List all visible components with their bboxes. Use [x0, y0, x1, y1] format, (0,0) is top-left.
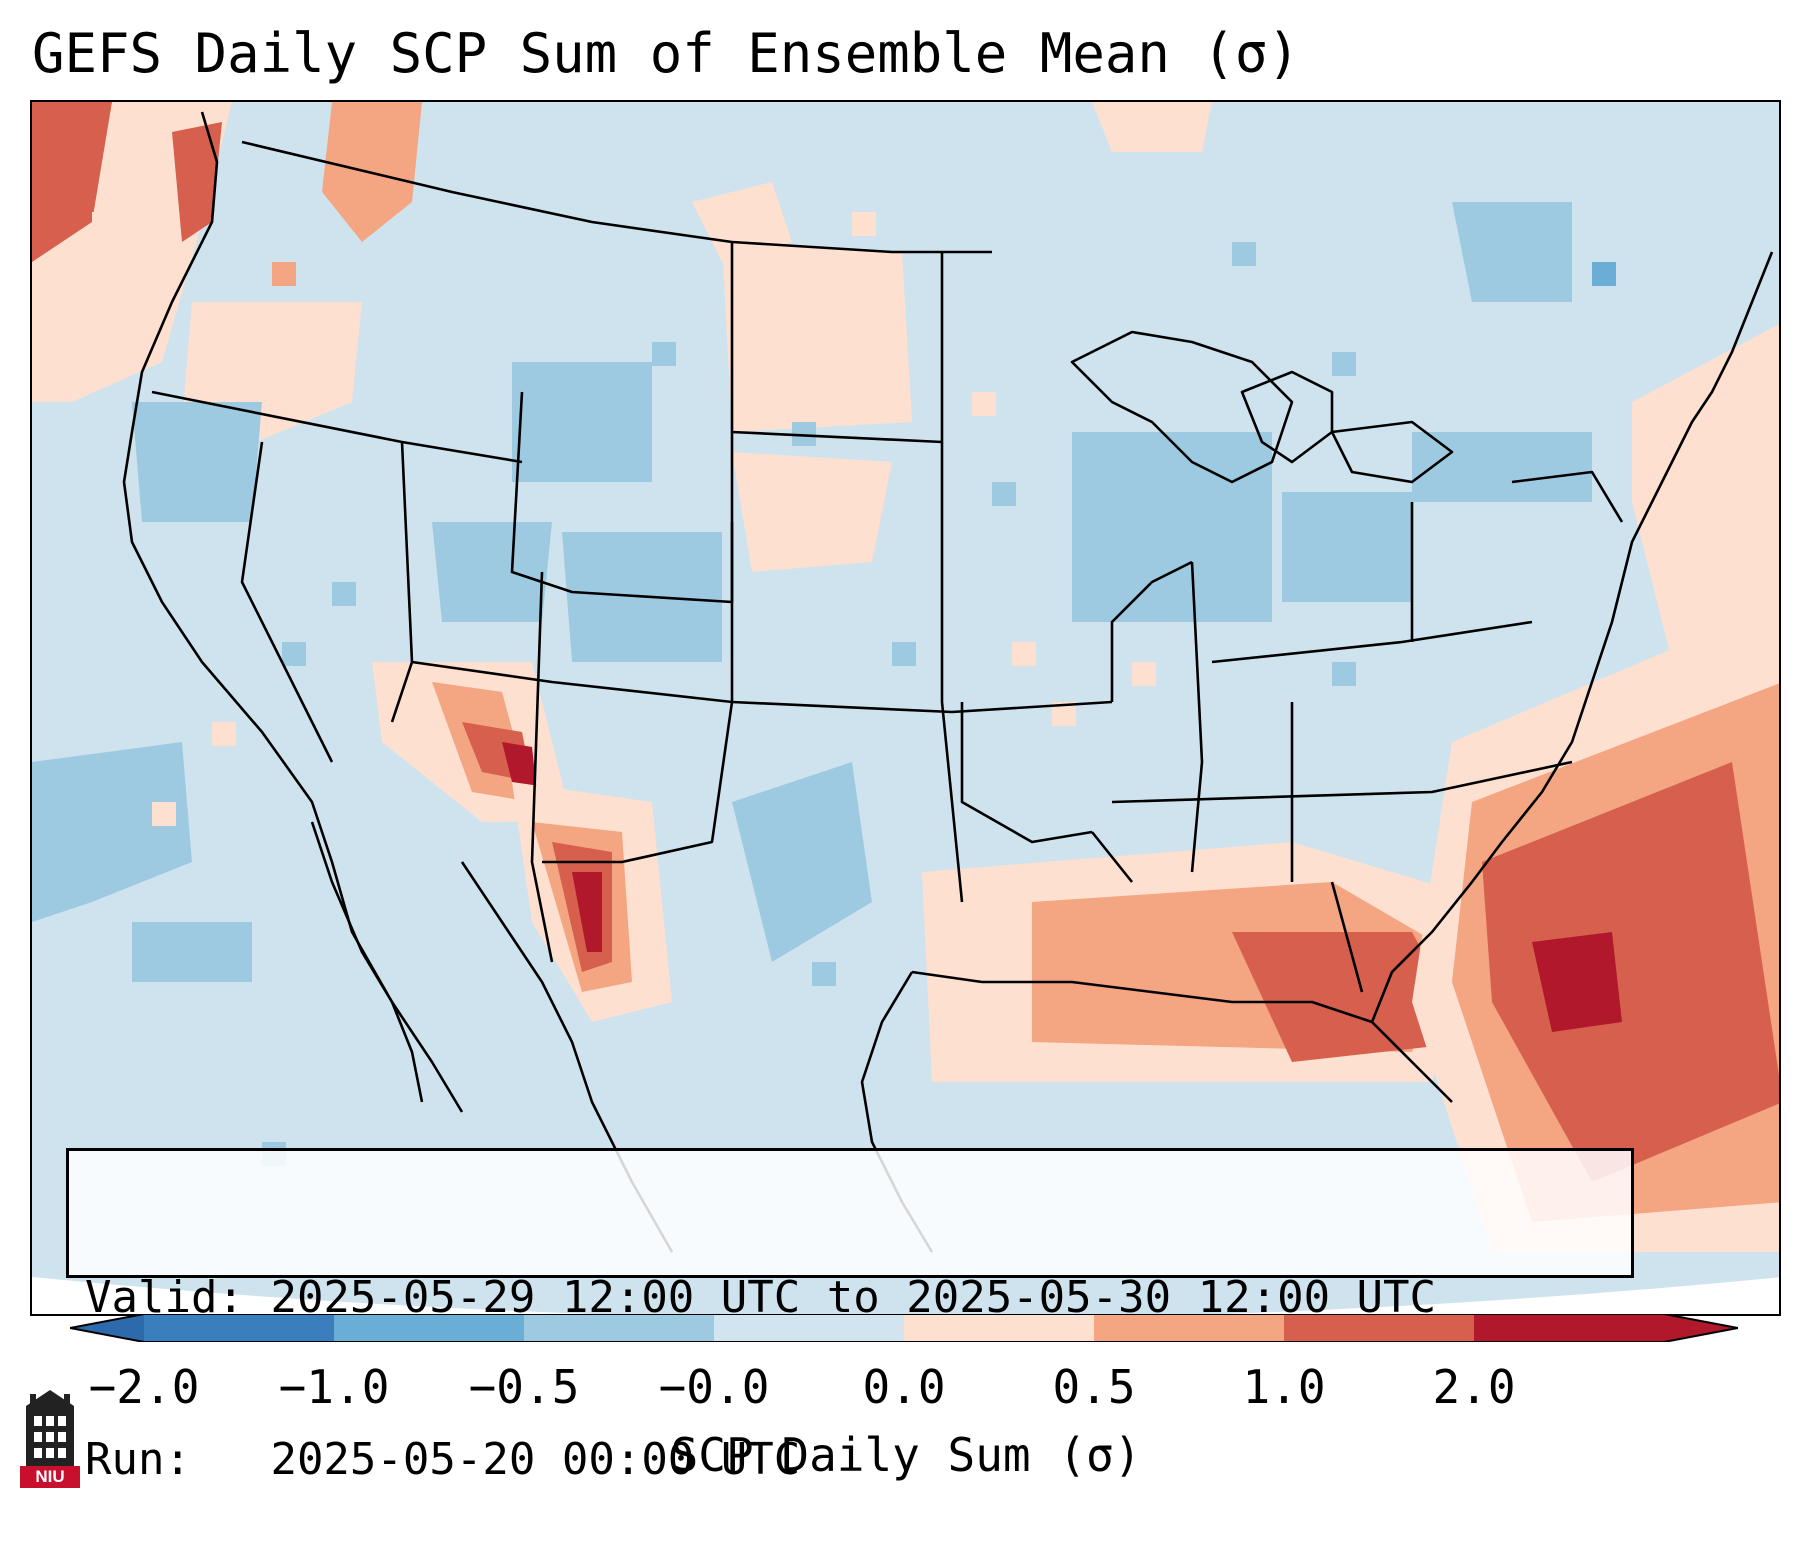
- colorbar-segment: [524, 1314, 715, 1342]
- colorbar-segment: [1094, 1314, 1285, 1342]
- anomaly-cell: [1592, 262, 1616, 286]
- anomaly-patch-ohio: [1282, 492, 1412, 602]
- anomaly-patch-wyoming: [512, 362, 652, 482]
- anomaly-cell: [852, 212, 876, 236]
- border-line: [940, 252, 964, 903]
- anomaly-patch-coast: [172, 122, 222, 242]
- anomaly-patch-texas: [732, 762, 872, 962]
- border-line: [1211, 620, 1533, 664]
- colorbar-tick-label: −2.0: [88, 1360, 200, 1414]
- border-line: [1330, 420, 1454, 484]
- anomaly-patch-atlantic-core: [1482, 762, 1779, 1182]
- border-line: [1370, 581, 1624, 1023]
- border-line: [1110, 560, 1193, 702]
- anomaly-cell: [972, 392, 996, 416]
- anomaly-cell: [1012, 642, 1036, 666]
- border-line: [530, 571, 554, 963]
- border-line: [241, 140, 992, 254]
- colorbar-segment: [1474, 1314, 1665, 1342]
- colorbar-tick-label: 1.0: [1242, 1360, 1326, 1414]
- colorbar-over-extend: [1664, 1314, 1738, 1342]
- scp-map: [32, 102, 1779, 1314]
- anomaly-patch-atlantic-peak: [1532, 932, 1622, 1032]
- valid-run-info-box: Valid: 2025-05-29 12:00 UTC to 2025-05-3…: [66, 1148, 1634, 1485]
- colorbar-tick-label: −1.0: [278, 1360, 390, 1414]
- anomaly-patch-nebraska: [732, 452, 892, 572]
- colorbar-tick-label: 0.0: [862, 1360, 946, 1414]
- anomaly-patch-illinois-indiana: [1072, 432, 1272, 622]
- colorbar-tick-label: 2.0: [1432, 1360, 1516, 1414]
- colorbar-segment: [144, 1314, 335, 1342]
- anomaly-cell: [652, 342, 676, 366]
- border-line: [240, 441, 334, 763]
- anomaly-patch-az-peak: [502, 742, 537, 792]
- niu-tower-icon: [26, 1390, 74, 1466]
- anomaly-cell: [812, 962, 836, 986]
- niu-logo: NIU: [20, 1388, 80, 1488]
- border-line: [1070, 330, 1294, 484]
- anomaly-patch-mexico-peak: [572, 872, 602, 952]
- anomaly-cell: [212, 722, 236, 746]
- run-label: Run:: [85, 1434, 191, 1485]
- colorbar: [70, 1314, 1738, 1342]
- colorbar-under-extend: [70, 1314, 144, 1342]
- anomaly-patch-ontario: [1092, 102, 1212, 152]
- colorbar-tick-label: −0.0: [658, 1360, 770, 1414]
- niu-logo-text: NIU: [20, 1466, 80, 1488]
- colorbar-segment: [334, 1314, 525, 1342]
- anomaly-patch-pacific: [32, 742, 192, 922]
- run-time: 2025-05-20 00:00 UTC: [270, 1434, 801, 1485]
- state-borders-layer: [122, 111, 1774, 1253]
- anomaly-cell: [152, 802, 176, 826]
- colorbar-label: SCP Daily Sum (σ): [670, 1428, 1142, 1482]
- colorbar-tick-label: −0.5: [468, 1360, 580, 1414]
- border-line: [960, 702, 1093, 844]
- border-line: [1190, 561, 1204, 873]
- border-line: [1620, 251, 1774, 583]
- anomaly-cell: [1232, 242, 1256, 266]
- border-line: [1511, 470, 1624, 523]
- anomaly-cell: [282, 642, 306, 666]
- border-line: [542, 701, 734, 864]
- anomaly-cell: [1132, 662, 1156, 686]
- anomaly-patch-ne-atlantic: [1632, 324, 1779, 662]
- projection-edge: [32, 1277, 1779, 1314]
- anomaly-patch-sask: [692, 182, 792, 262]
- anomaly-patch-quebec: [1452, 202, 1572, 302]
- colorbar-segment: [714, 1314, 905, 1342]
- anomaly-cell: [332, 582, 356, 606]
- anomaly-cell: [892, 642, 916, 666]
- chart-title: GEFS Daily SCP Sum of Ensemble Mean (σ): [32, 22, 1300, 85]
- anomaly-cell: [272, 262, 296, 286]
- anomaly-field-layer: [32, 102, 1779, 1252]
- border-line: [911, 970, 1453, 1103]
- border-line: [310, 821, 424, 1103]
- anomaly-patch-nv: [132, 402, 262, 522]
- border-line: [1090, 831, 1134, 883]
- run-line: Run: 2025-05-20 00:00 UTC: [85, 1433, 1615, 1487]
- border-line: [1111, 760, 1573, 804]
- border-line: [1330, 881, 1364, 993]
- map-panel: [30, 100, 1781, 1316]
- anomaly-cell: [1332, 662, 1356, 686]
- anomaly-patch-ny: [1412, 432, 1592, 502]
- colorbar-tick-label: 0.5: [1052, 1360, 1136, 1414]
- anomaly-patch-gulf-core: [1232, 932, 1472, 1062]
- anomaly-patch-dakotas: [722, 242, 912, 432]
- colorbar-segment: [1284, 1314, 1475, 1342]
- anomaly-patch-utah: [432, 522, 552, 622]
- anomaly-patch-pacific-s: [132, 922, 252, 982]
- colorbar-segment: [904, 1314, 1095, 1342]
- anomaly-cell: [1332, 352, 1356, 376]
- anomaly-cell: [992, 482, 1016, 506]
- anomaly-cell: [92, 212, 116, 236]
